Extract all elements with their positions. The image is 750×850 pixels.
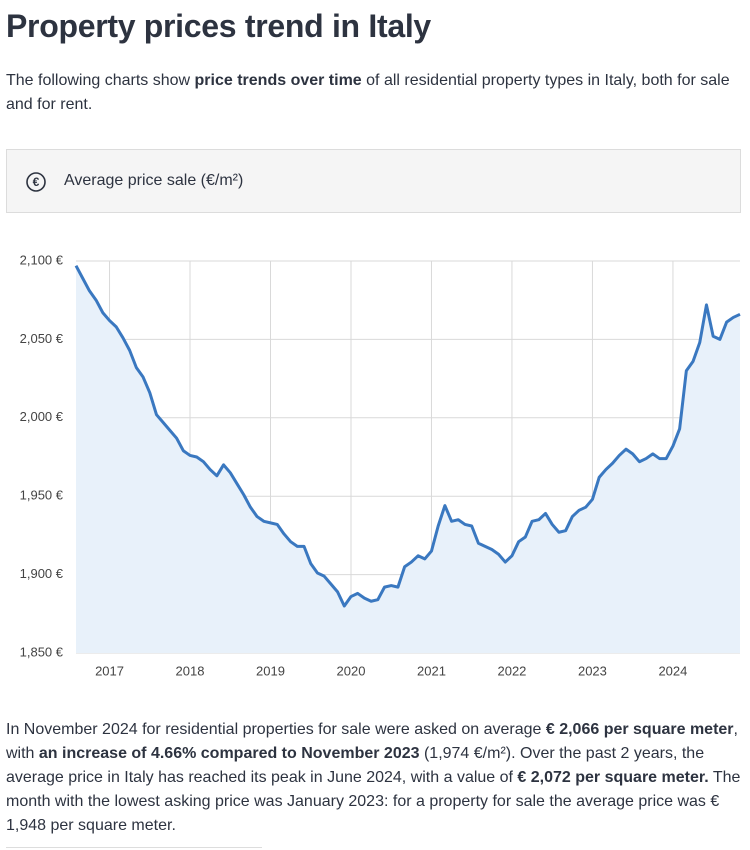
bold-text: € 2,072 per square meter.	[517, 769, 709, 786]
bold-text: an increase of 4.66% compared to Novembe…	[38, 745, 420, 762]
x-tick-label: 2024	[658, 663, 687, 678]
text-run: of all residential property types in Ita…	[6, 72, 730, 113]
x-tick-label: 2018	[176, 663, 205, 678]
divider	[6, 847, 262, 848]
area	[76, 265, 740, 653]
y-tick-label: 2,100 €	[20, 252, 64, 267]
y-tick-label: 2,050 €	[20, 331, 64, 346]
page-title: Property prices trend in Italy	[6, 8, 431, 44]
bold-text: price trends over time	[194, 72, 362, 89]
x-tick-label: 2020	[337, 663, 366, 678]
line	[74, 264, 741, 608]
x-tick-label: 2017	[95, 663, 124, 678]
icon-ring	[26, 172, 46, 192]
chart: 1,850 € 1,900 € 1,950 € 2,000 € 2,050 € 2,100…	[20, 252, 741, 678]
icon-symbol: €	[33, 175, 40, 189]
tab-label: Average price sale (€/m²)	[64, 172, 244, 189]
text-run: The following charts show	[6, 72, 195, 89]
y-tick-label: 1,900 €	[20, 566, 64, 581]
intro-text: The following charts show price trends o…	[6, 69, 744, 117]
text-run: In November 2024 for residential propert…	[6, 721, 546, 738]
text-run: , with	[6, 721, 738, 762]
text-run: The month with the lowest asking price w…	[6, 769, 741, 834]
bold-text: € 2,066 per square meter	[545, 721, 734, 738]
y-tick-label: 1,850 €	[20, 644, 64, 659]
euro-icon: €	[26, 172, 46, 192]
x-tick-label: 2021	[417, 663, 446, 678]
x-tick-label: 2019	[256, 663, 285, 678]
text-run: (1,974 €/m²). Over the past 2 years, the…	[6, 745, 705, 786]
x-tick-label: 2022	[497, 663, 526, 678]
chart-tab[interactable]: € Average price sale (€/m²)	[6, 149, 741, 213]
y-tick-label: 2,000 €	[20, 409, 64, 424]
y-tick-label: 1,950 €	[20, 488, 64, 503]
x-tick-label: 2023	[578, 663, 607, 678]
summary-text: In November 2024 for residential propert…	[6, 718, 744, 838]
